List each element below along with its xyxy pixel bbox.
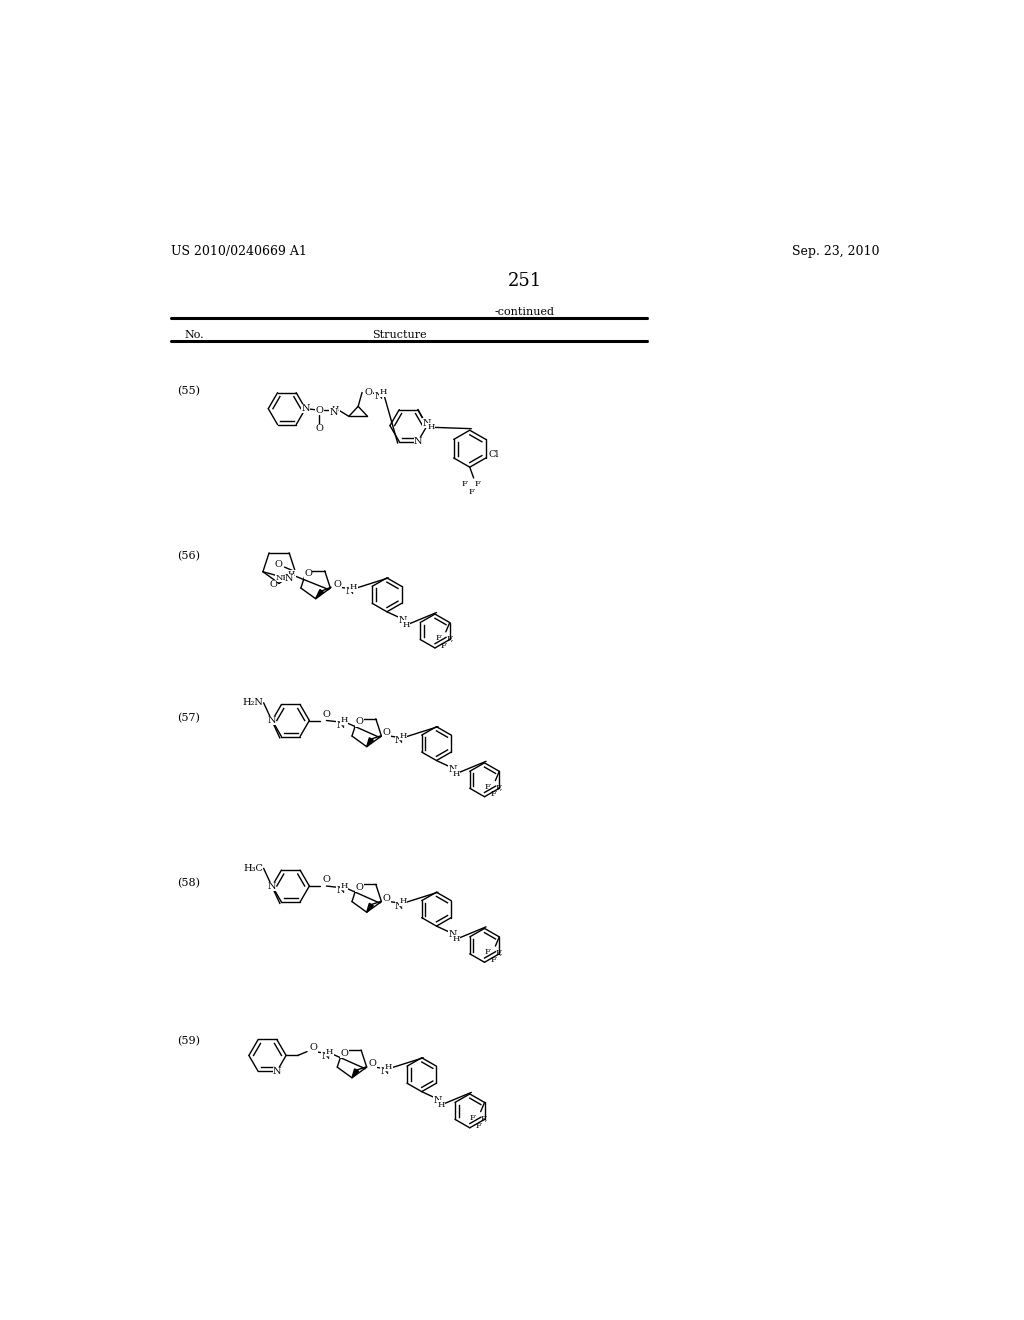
Text: N: N [272,1067,281,1076]
Text: N: N [329,408,338,417]
Text: N: N [395,737,403,744]
Text: F,: F, [446,634,454,642]
Text: F: F [490,956,496,964]
Text: (58): (58) [177,878,200,888]
Text: O: O [274,560,283,569]
Text: N: N [336,886,345,895]
Text: F,: F, [481,1114,488,1122]
Text: H: H [326,1048,333,1056]
Text: F: F [440,642,446,649]
Text: -continued: -continued [495,308,555,317]
Text: H: H [341,882,348,890]
Text: US 2010/0240669 A1: US 2010/0240669 A1 [171,246,306,259]
Text: F: F [484,948,490,956]
Text: N: N [414,437,422,446]
Text: F: F [475,1122,481,1130]
Text: F: F [435,634,441,642]
Text: F: F [484,783,490,791]
Text: N: N [434,1096,442,1105]
Text: N: N [380,1067,389,1076]
Text: H: H [427,424,435,432]
Text: N: N [395,902,403,911]
Text: N: N [423,418,431,428]
Text: O: O [365,388,372,397]
Polygon shape [367,738,374,747]
Text: O: O [315,405,324,414]
Text: N: N [449,931,457,939]
Text: H: H [332,405,339,413]
Text: Sep. 23, 2010: Sep. 23, 2010 [793,246,880,259]
Text: N: N [345,587,354,597]
Text: (59): (59) [177,1036,200,1047]
Text: N: N [285,574,294,583]
Text: N: N [322,1052,330,1061]
Text: O: O [315,424,324,433]
Text: H: H [341,717,348,725]
Text: H: H [453,935,460,944]
Text: O: O [323,875,331,884]
Text: H: H [402,620,410,628]
Text: Cl: Cl [488,450,499,458]
Text: H₂N: H₂N [243,698,263,708]
Text: O: O [334,579,341,589]
Text: N: N [268,882,276,891]
Text: O: O [355,883,364,892]
Text: O: O [323,710,331,719]
Text: H: H [399,898,407,906]
Text: O: O [383,894,391,903]
Text: O: O [304,569,312,578]
Text: F,: F, [496,783,503,791]
Text: (55): (55) [177,385,200,396]
Text: F: F [474,480,480,488]
Text: O: O [355,717,364,726]
Text: H: H [385,1063,392,1071]
Text: O: O [340,1048,348,1057]
Text: H: H [379,388,387,396]
Text: No.: No. [184,330,204,341]
Text: F: F [462,480,467,488]
Text: (57): (57) [177,713,200,723]
Polygon shape [367,903,374,912]
Polygon shape [315,590,324,599]
Text: N: N [336,721,345,730]
Text: H: H [399,731,407,741]
Text: F: F [490,791,496,799]
Text: H: H [453,770,460,777]
Text: N: N [375,392,383,401]
Text: F,: F, [496,948,503,956]
Text: O: O [369,1060,376,1068]
Text: F: F [468,488,474,496]
Text: H: H [350,583,357,591]
Text: H: H [437,1101,444,1109]
Text: O: O [269,581,276,589]
Text: N: N [449,764,457,774]
Text: H: H [288,570,295,578]
Text: H₃C: H₃C [244,863,263,873]
Text: O: O [383,729,391,738]
Text: (56): (56) [177,552,200,561]
Text: NH: NH [275,574,290,582]
Text: N: N [268,715,276,725]
Text: F: F [470,1114,476,1122]
Text: 251: 251 [508,272,542,290]
Text: N: N [399,615,408,624]
Text: Structure: Structure [372,330,427,341]
Text: O: O [309,1043,317,1052]
Polygon shape [352,1069,358,1077]
Text: N: N [301,404,309,413]
